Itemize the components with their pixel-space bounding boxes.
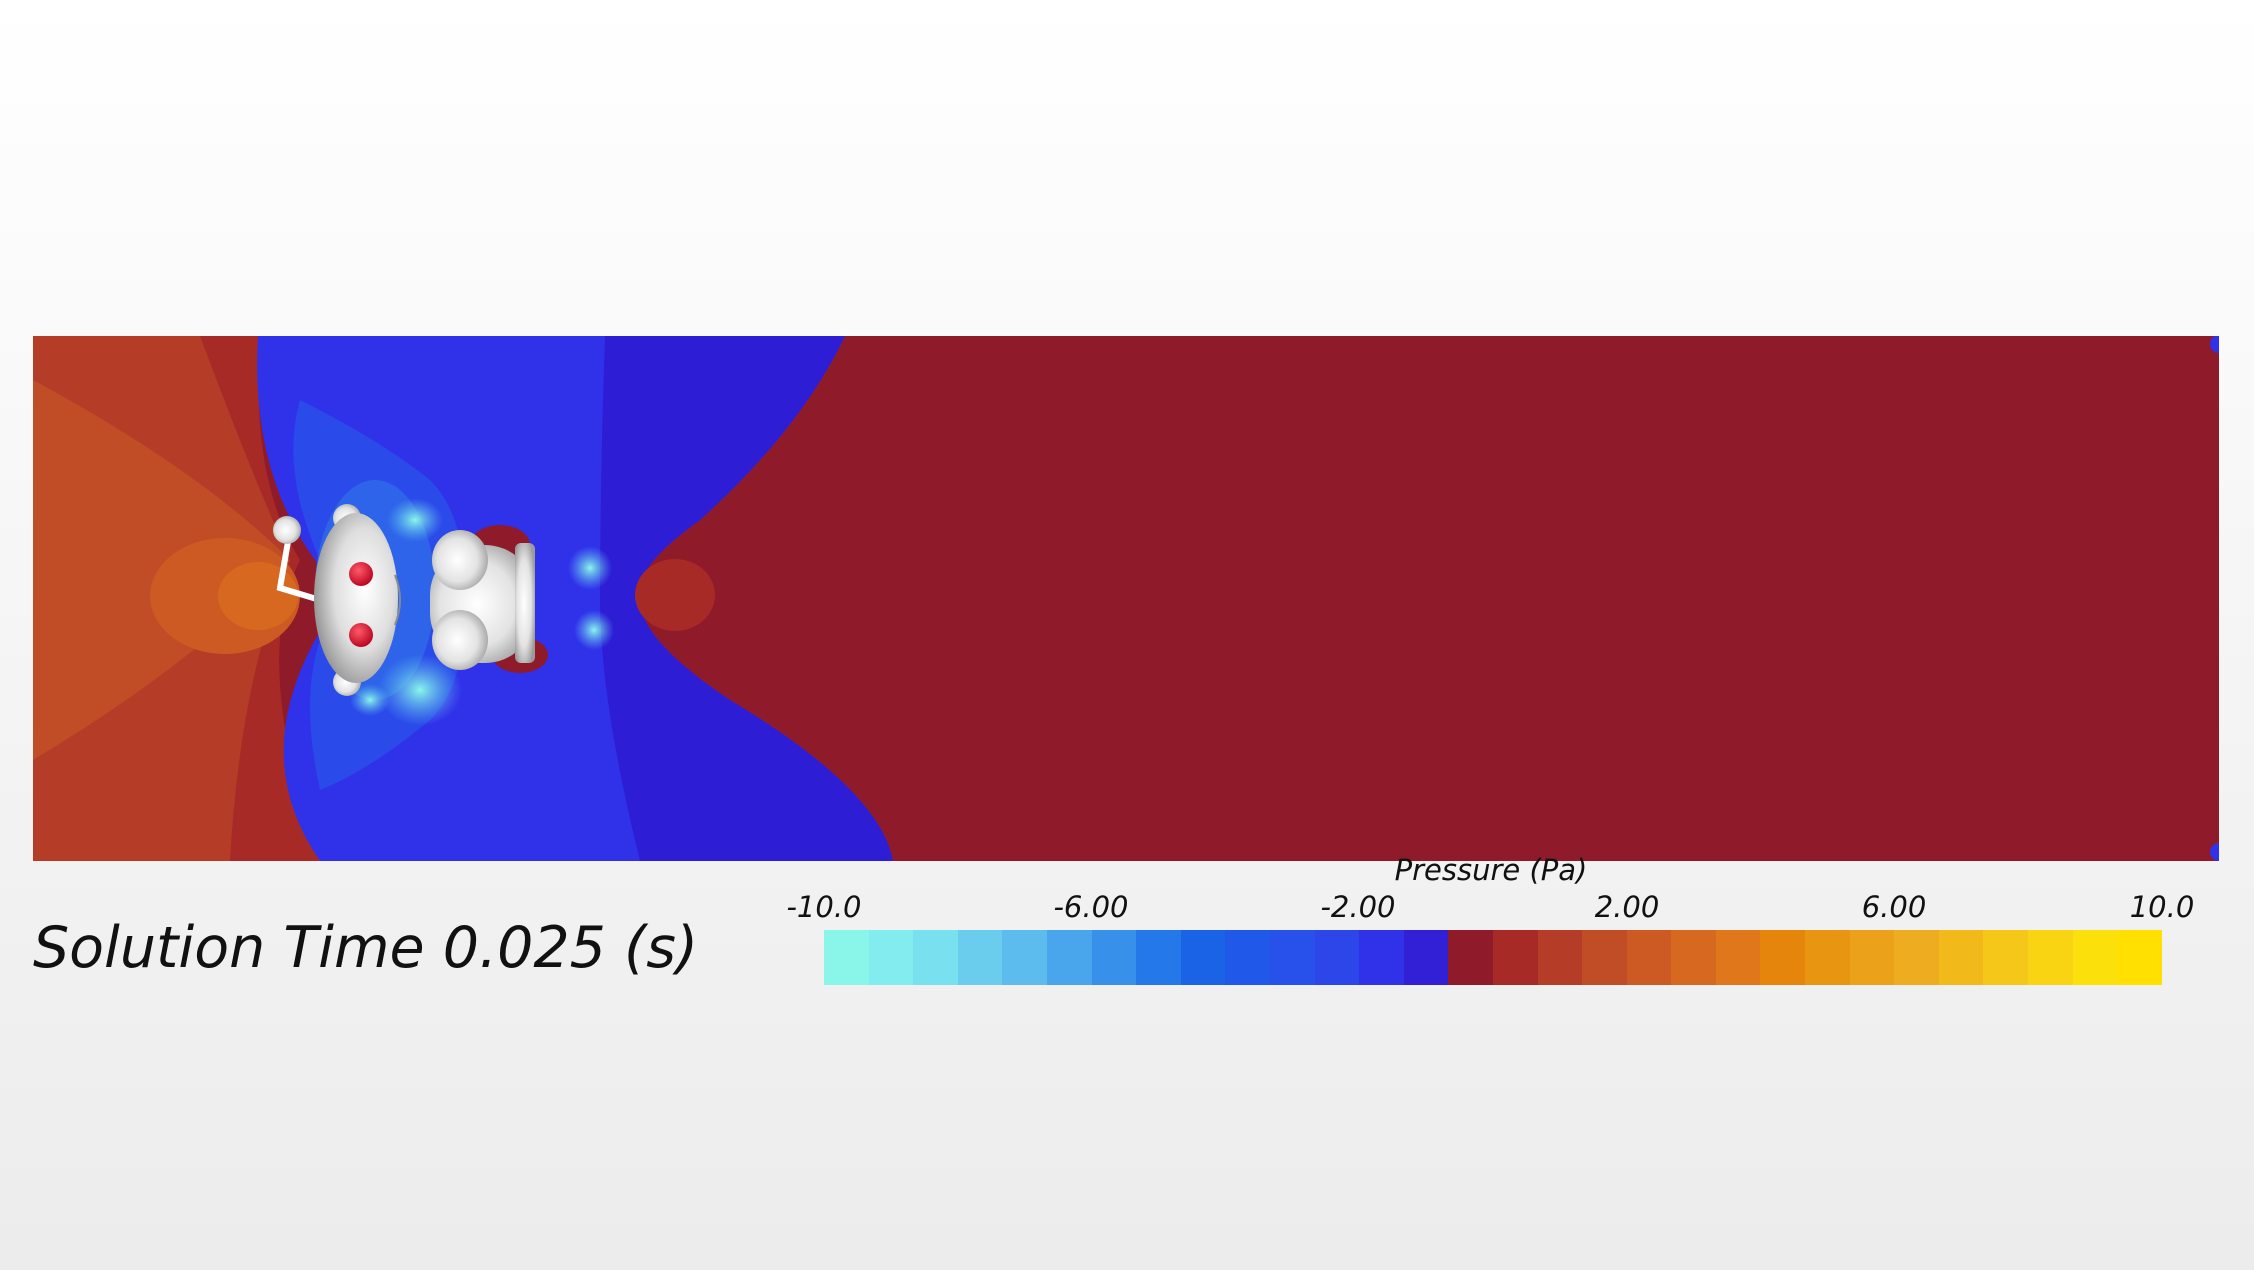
cyan-spot-upper <box>387 498 443 542</box>
low-pressure-deep-region <box>600 336 893 861</box>
cyan-spot-wake-upper <box>568 546 612 590</box>
mouth-line <box>394 574 401 626</box>
colorbar-swatch <box>1537 930 1583 985</box>
colorbar-tick-label: -6.00 <box>1053 890 1129 924</box>
antenna-stalk <box>276 529 321 603</box>
colorbar-title: Pressure (Pa) <box>1394 853 1588 887</box>
colorbar-swatch <box>1403 930 1449 985</box>
colorbar-swatch <box>1314 930 1360 985</box>
colorbar-swatch <box>913 930 958 985</box>
eye-upper <box>349 562 373 586</box>
colorbar-swatch <box>1492 930 1538 985</box>
wake-pressure-pocket <box>635 559 715 631</box>
colorbar-swatch <box>824 930 869 985</box>
colorbar-swatch <box>1002 930 1047 985</box>
body-lobe-upper <box>432 530 488 590</box>
colorbar-swatch <box>2072 930 2118 985</box>
immersed-body <box>273 504 535 696</box>
colorbar-swatch <box>1582 930 1627 985</box>
stagnation-core <box>218 562 298 630</box>
colorbar-swatch <box>1225 930 1270 985</box>
cyan-spot-small <box>350 684 390 716</box>
colorbar-swatch <box>1269 930 1315 985</box>
colorbar-tick-label: 2.00 <box>1594 890 1660 924</box>
colorbar-swatch <box>1180 930 1226 985</box>
colorbar-swatch <box>1091 930 1137 985</box>
colorbar-tick-label: 6.00 <box>1861 890 1927 924</box>
colorbar-tick-label: -10.0 <box>786 890 862 924</box>
cyan-spot-lower <box>378 654 462 726</box>
colorbar-swatch <box>1626 930 1672 985</box>
colorbar-swatch <box>1938 930 1984 985</box>
colorbar-tick-label: 10.0 <box>2129 890 2195 924</box>
boundary-marker-bottom <box>2210 843 2219 861</box>
antenna-ball <box>273 516 301 544</box>
cyan-spot-wake-lower <box>574 610 614 650</box>
body-head <box>314 513 398 683</box>
colorbar-swatch <box>1046 930 1092 985</box>
colorbar-swatch <box>2028 930 2073 985</box>
pressure-colorbar <box>824 930 2162 985</box>
colorbar-swatch <box>1849 930 1895 985</box>
colorbar-swatch <box>1805 930 1850 985</box>
body-tail <box>515 543 535 663</box>
colorbar-swatch <box>1760 930 1806 985</box>
colorbar-swatch <box>957 930 1003 985</box>
colorbar-swatch <box>1671 930 1716 985</box>
colorbar-swatch <box>1359 930 1404 985</box>
eye-lower <box>349 623 373 647</box>
colorbar-swatch <box>1894 930 1939 985</box>
body-lobe-lower <box>432 610 488 670</box>
colorbar-swatch <box>1715 930 1761 985</box>
colorbar-swatch <box>2117 930 2162 985</box>
solution-time-label: Solution Time 0.025 (s) <box>33 915 699 981</box>
colorbar-swatch <box>1983 930 2029 985</box>
colorbar-swatch <box>1448 930 1493 985</box>
colorbar-tick-label: -2.00 <box>1320 890 1396 924</box>
colorbar-swatch <box>868 930 914 985</box>
colorbar-swatch <box>1136 930 1181 985</box>
flow-domain <box>33 336 2219 861</box>
boundary-marker-top <box>2210 336 2219 353</box>
